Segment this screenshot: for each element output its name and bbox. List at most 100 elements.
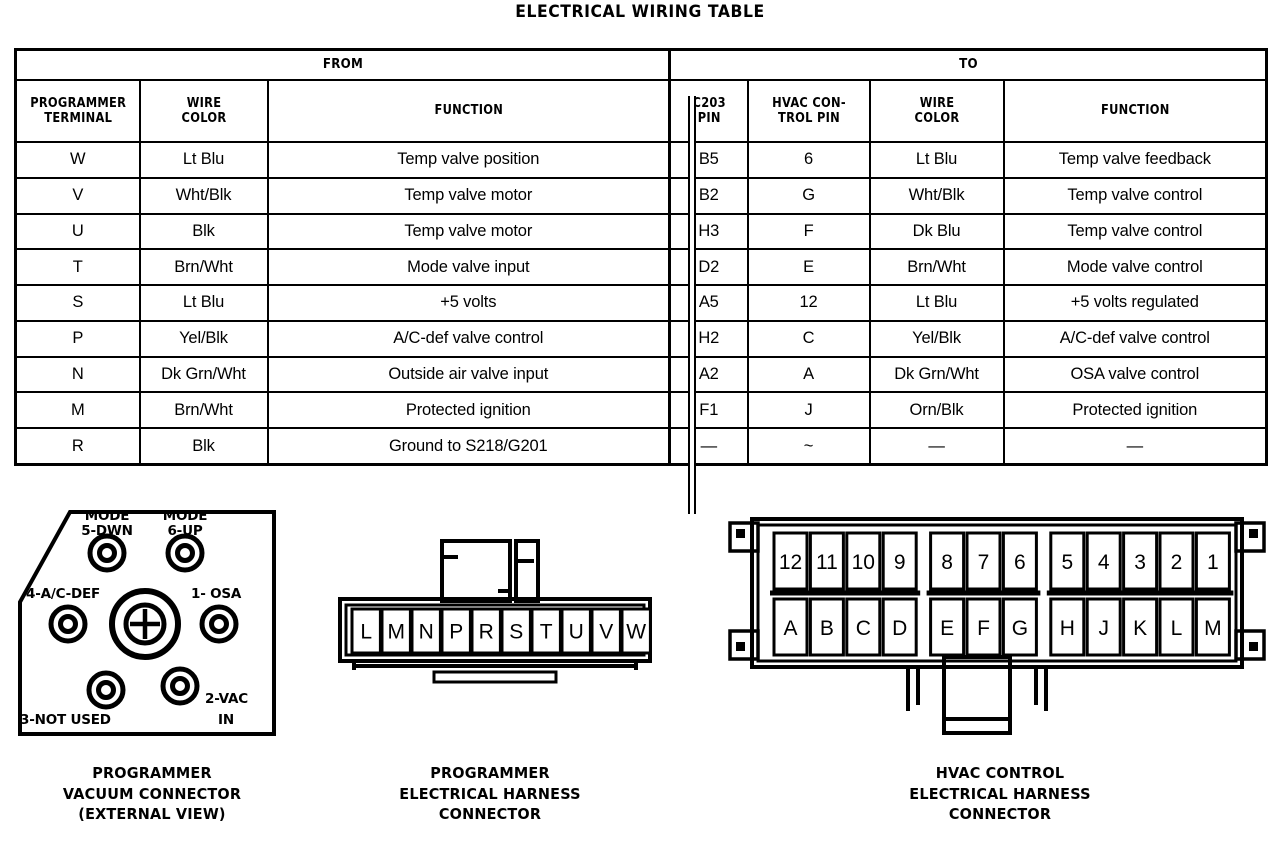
vacuum-connector-caption: PROGRAMMER VACUUM CONNECTOR (EXTERNAL VI… [31,763,273,825]
column-header-hvac-control-pin: HVAC CON- TROL PIN [753,79,864,143]
table-row: S Lt Blu +5 volts A5 12 Lt Blu +5 volts regula… [14,284,1268,322]
connector-housing-inner [756,523,1238,663]
c203-pin: H2 [668,319,749,358]
table-row: P Yel/Blk A/C-def valve control H2 C Yel/Blk A… [14,319,1268,358]
terminal-cell: S [14,284,141,322]
hvac-control-pin: E [746,248,871,287]
header-line-2: PIN [697,111,721,126]
wiring-table-element: FROM TO PROGRAMMER TERMINAL WIRE COLOR F… [14,48,1269,466]
page-title: ELECTRICAL WIRING TABLE [515,2,765,22]
vacuum-connector-drawing: MODE 5-DWN MODE 6-UP 4-A/C-DEF 1- OSA 3-… [18,508,276,736]
vacuum-port-5-label-line2: 5-DWN [81,523,132,539]
skirt-bar-lower [432,670,558,684]
from-wire-color: Wht/Blk [138,176,269,215]
to-wire-color: Brn/Wht [868,248,1005,287]
from-function: +5 volts [266,284,672,322]
programmer-pin-V [590,607,622,655]
hvac-pin-bottom-G [1001,597,1038,657]
hvac-pin-bottom-J [1085,597,1122,657]
programmer-pin-U [560,607,592,655]
hvac-pin-bottom-B [808,597,845,657]
hvac-pin-label-bottom-C: C [856,617,871,640]
from-function: Ground to S218/G201 [266,427,672,466]
hvac-pin-label-top-9: 9 [894,551,906,574]
to-wire-color: Dk Blu [868,212,1005,251]
to-function: Temp valve feedback [1002,141,1268,179]
c203-pin: B5 [668,141,749,179]
from-function: Temp valve position [266,141,672,179]
column-header-from-function: FUNCTION [290,79,647,143]
hvac-control-pin: C [746,319,871,358]
c203-pin: A5 [668,284,749,322]
hvac-pin-label-bottom-H: H [1060,617,1075,640]
header-line-1: PROGRAMMER [29,95,126,111]
hvac-control-pin: 12 [746,284,871,322]
hvac-pin-top-2 [1158,531,1195,591]
vacuum-port-2-label-line2: IN [218,712,234,728]
hvac-pin-label-top-7: 7 [978,551,990,574]
to-function: — [1002,427,1268,466]
vacuum-port-4 [48,604,88,644]
table-row: R Blk Ground to S218/G201— ~ — — [14,427,1268,466]
vacuum-port-6-label-line1: MODE [163,508,208,524]
hvac-control-pin: ~ [746,427,871,466]
hvac-pin-bottom-K [1122,597,1159,657]
programmer-pin-P [440,607,472,655]
to-function: Temp valve control [1002,212,1268,251]
hvac-pin-label-bottom-E: E [940,617,954,640]
header-line-2: TERMINAL [43,111,112,126]
programmer-pin-label-P: P [449,621,463,644]
caption-line-3: CONNECTOR [948,805,1052,824]
programmer-pin-label-V: V [599,621,613,644]
hvac-control-pin: G [746,176,871,215]
c203-pin: H3 [668,212,749,251]
programmer-pin-label-N: N [419,621,434,644]
caption-line-2: ELECTRICAL HARNESS [399,784,581,803]
hvac-pin-bottom-M [1194,597,1231,657]
column-header-row: PROGRAMMER TERMINAL WIRE COLOR FUNCTION … [16,79,1267,143]
programmer-pin-label-W: W [626,621,646,644]
header-line-2: COLOR [914,111,959,126]
table-row: W Lt Blu Temp valve position B5 6 Lt Blu Temp … [14,141,1268,179]
to-wire-color: Yel/Blk [868,319,1005,358]
programmer-pin-S [500,607,532,655]
hvac-pin-top-3 [1122,531,1159,591]
hvac-pin-bottom-F [965,597,1002,657]
hvac-pin-label-top-8: 8 [941,551,953,574]
to-wire-color: Orn/Blk [868,391,1005,430]
connector-housing [750,517,1244,669]
header-line-1: WIRE [919,95,954,111]
terminal-cell: R [14,427,141,466]
hvac-pin-label-top-12: 12 [779,551,802,574]
programmer-pin-label-M: M [387,621,405,644]
section-header-from: FROM [53,48,632,81]
hvac-pin-bottom-C [845,597,882,657]
hvac-pin-label-top-3: 3 [1134,551,1146,574]
hvac-control-pin: J [746,391,871,430]
wiring-table: FROM TO PROGRAMMER TERMINAL WIRE COLOR F… [14,48,1269,514]
hvac-pin-label-bottom-G: G [1012,617,1028,640]
hvac-pin-top-10 [845,531,882,591]
caption-line-2: VACUUM CONNECTOR [62,784,242,803]
hvac-pin-top-4 [1085,531,1122,591]
header-line-1: HVAC CON- [771,95,846,111]
hvac-control-pin: F [746,212,871,251]
caption-line-2: ELECTRICAL HARNESS [909,784,1091,803]
caption-line-1: HVAC CONTROL [935,764,1065,782]
header-line-1: WIRE [186,95,221,111]
to-function: +5 volts regulated [1002,284,1268,322]
hvac-harness-drawing: 12 11 10 9 8 7 6 5 4 3 2 1 A B C D E F G H J K L M [728,517,1266,735]
column-header-to-function: FUNCTION [1018,79,1252,143]
table-header: FROM TO PROGRAMMER TERMINAL WIRE COLOR F… [16,48,1267,143]
from-function: Mode valve input [266,248,672,287]
connector-body-outline [18,510,276,736]
c203-pin: B2 [668,176,749,215]
to-function: Protected ignition [1002,391,1268,430]
terminal-cell: U [14,212,141,251]
column-header-from-wire-color: WIRE COLOR [146,79,261,143]
from-wire-color: Lt Blu [138,284,269,322]
to-wire-color: — [868,427,1005,466]
table-row: N Dk Grn/Wht Outside air valve input A2 A Dk … [14,355,1268,394]
vacuum-port-1-label: 1- OSA [191,586,242,602]
